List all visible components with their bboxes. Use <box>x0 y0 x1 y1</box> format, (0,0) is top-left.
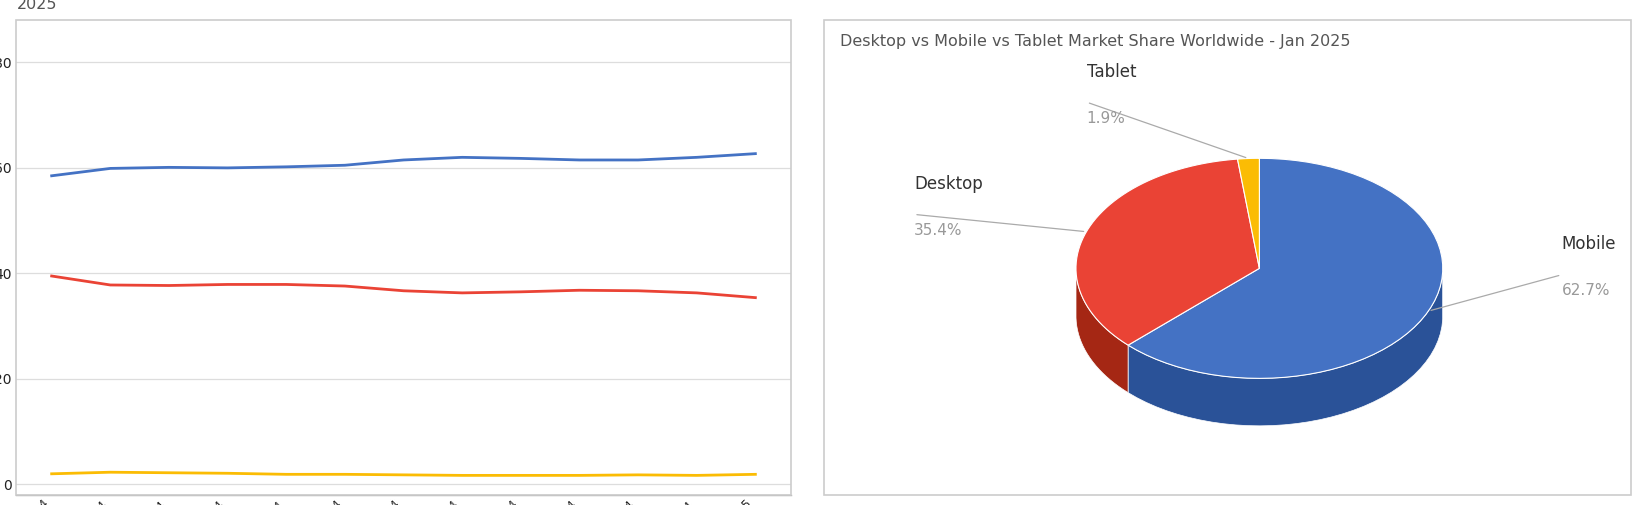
Tablet <box>160 470 180 476</box>
Mobile <box>41 173 61 179</box>
Line: Desktop: Desktop <box>51 276 756 297</box>
Mobile <box>217 165 237 171</box>
Text: Desktop vs Mobile vs Tablet Market Share Worldwide Jan 2024 - Jan
2025: Desktop vs Mobile vs Tablet Market Share… <box>16 0 557 12</box>
Mobile <box>334 162 354 168</box>
Text: Desktop: Desktop <box>914 175 983 193</box>
Mobile <box>100 165 120 171</box>
Polygon shape <box>1075 270 1128 393</box>
Desktop <box>687 290 707 296</box>
Text: 1.9%: 1.9% <box>1087 111 1125 126</box>
Mobile <box>746 150 766 157</box>
Tablet <box>334 471 354 477</box>
Text: Mobile: Mobile <box>1561 235 1616 253</box>
Tablet <box>746 471 766 477</box>
Line: Tablet: Tablet <box>51 472 756 475</box>
Desktop <box>628 288 647 294</box>
Tablet <box>394 472 413 478</box>
Mobile <box>511 156 530 162</box>
Desktop <box>453 290 473 296</box>
Tablet <box>687 472 707 478</box>
Tablet <box>570 472 590 478</box>
Tablet <box>41 471 61 477</box>
Desktop <box>746 294 766 300</box>
Tablet <box>628 472 647 478</box>
Desktop <box>394 288 413 294</box>
Mobile <box>570 157 590 163</box>
Tablet <box>100 469 120 475</box>
Mobile <box>160 164 180 170</box>
Mobile <box>277 164 296 170</box>
Desktop <box>41 273 61 279</box>
Tablet <box>217 470 237 476</box>
Polygon shape <box>1075 159 1260 345</box>
Polygon shape <box>1128 272 1443 426</box>
Desktop <box>160 282 180 288</box>
Text: Tablet: Tablet <box>1087 63 1136 81</box>
Text: 62.7%: 62.7% <box>1561 283 1611 298</box>
Mobile <box>453 155 473 161</box>
Polygon shape <box>1237 158 1260 268</box>
Text: Desktop vs Mobile vs Tablet Market Share Worldwide - Jan 2025: Desktop vs Mobile vs Tablet Market Share… <box>840 34 1351 49</box>
Mobile <box>628 157 647 163</box>
Desktop <box>334 283 354 289</box>
Text: 35.4%: 35.4% <box>914 223 962 238</box>
Desktop <box>217 281 237 287</box>
Desktop <box>100 282 120 288</box>
Tablet <box>277 471 296 477</box>
Mobile <box>687 155 707 161</box>
Polygon shape <box>1128 158 1443 378</box>
Tablet <box>453 472 473 478</box>
Tablet <box>511 472 530 478</box>
Mobile <box>394 157 413 163</box>
Desktop <box>570 287 590 293</box>
Desktop <box>511 289 530 295</box>
Desktop <box>277 281 296 287</box>
Line: Mobile: Mobile <box>51 154 756 176</box>
